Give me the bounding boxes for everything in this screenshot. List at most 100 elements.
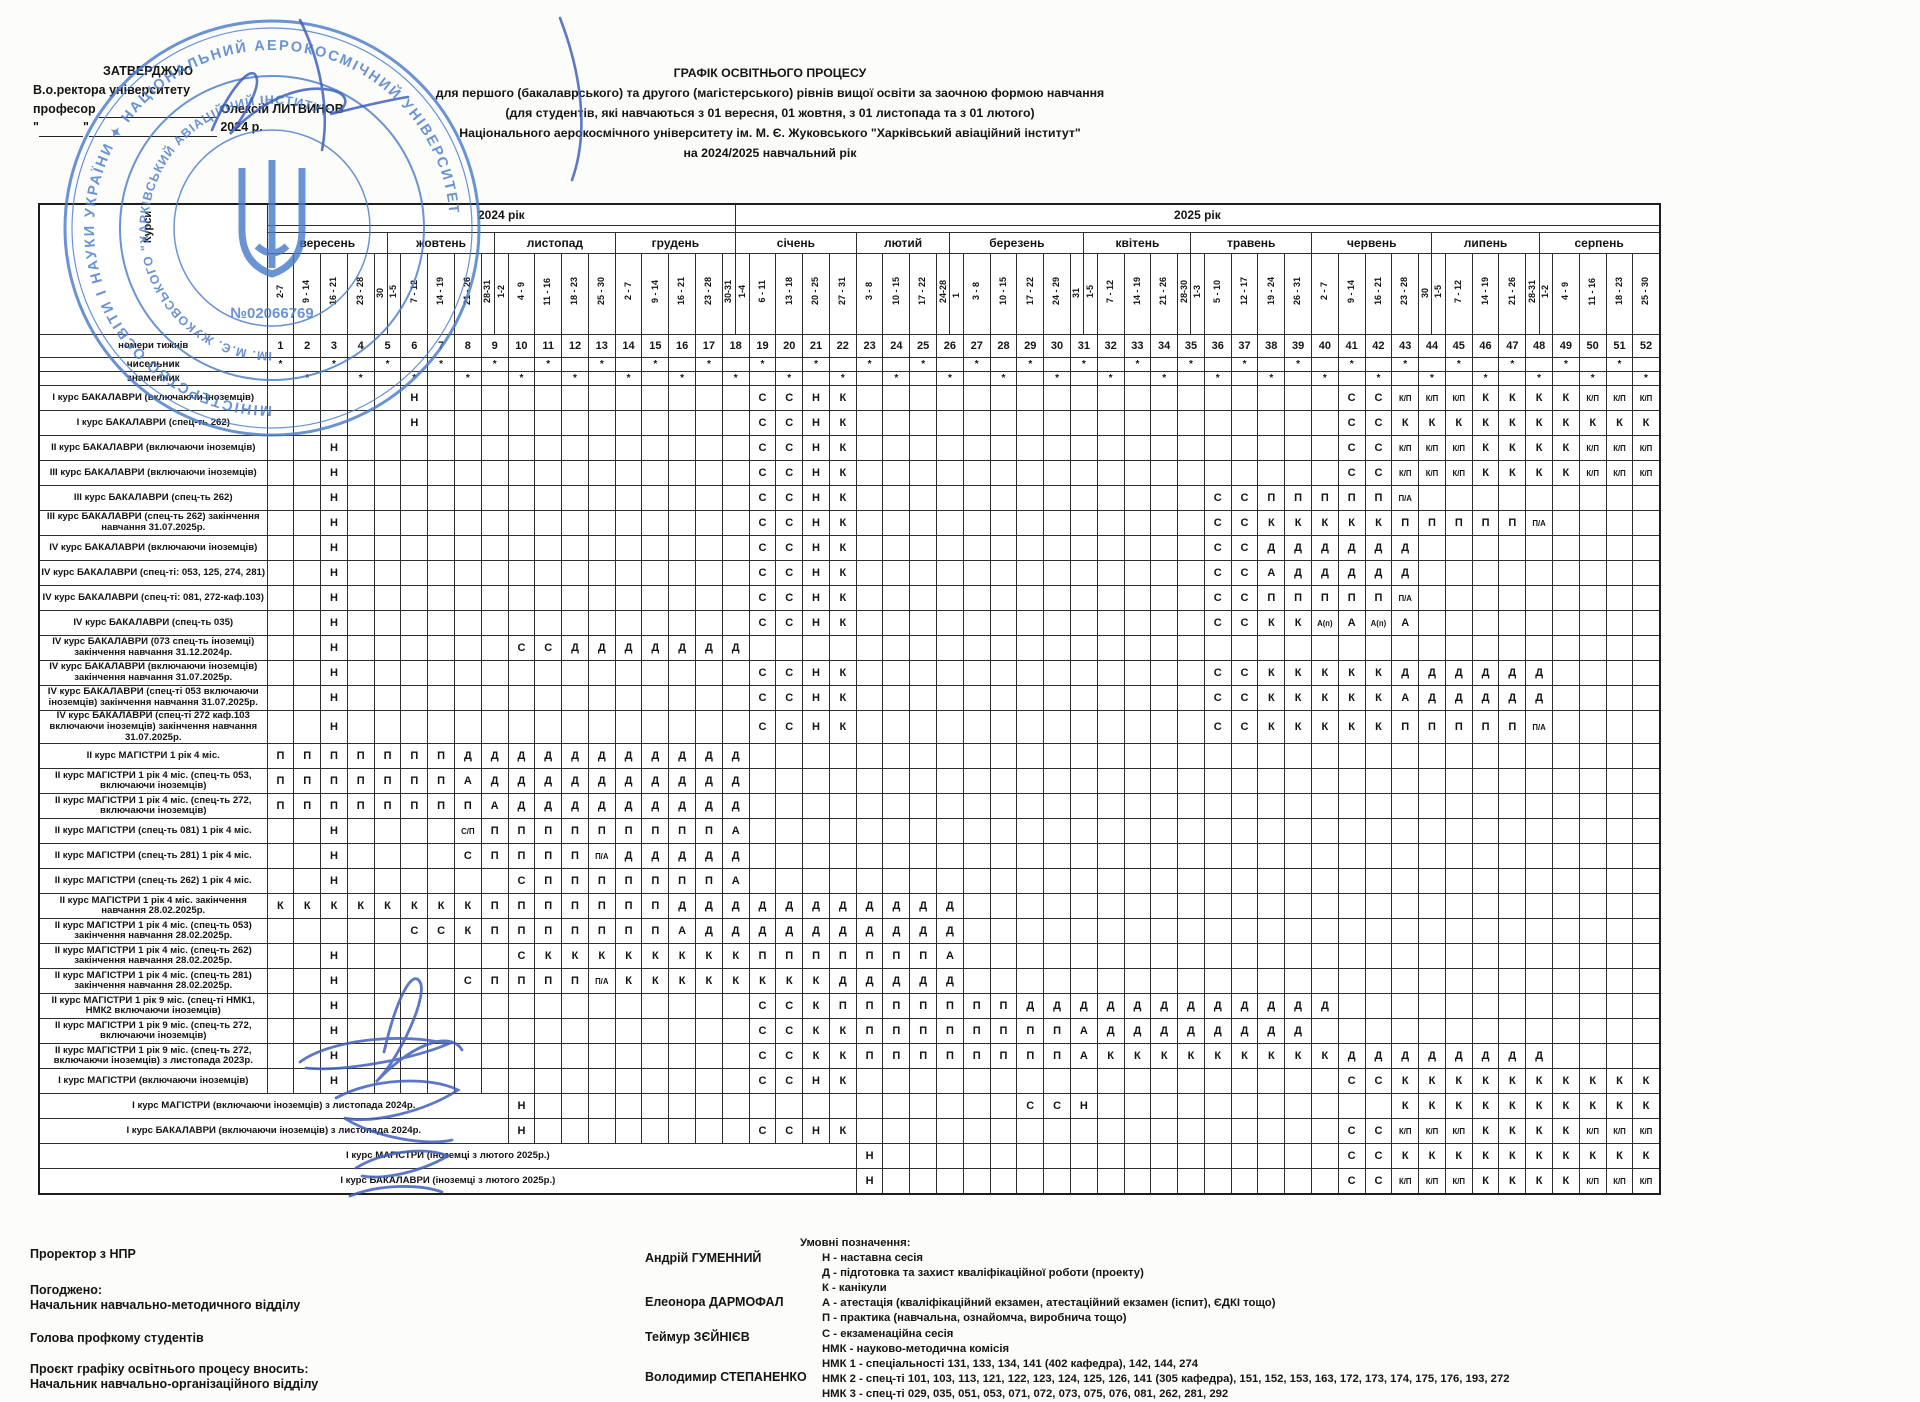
empty-cell — [828, 768, 857, 795]
empty-cell — [641, 1093, 670, 1120]
empty-cell — [1498, 793, 1527, 820]
empty-cell — [668, 1093, 696, 1120]
empty-cell — [1177, 793, 1205, 820]
empty-cell — [936, 660, 964, 686]
empty-cell — [1471, 943, 1500, 970]
empty-cell — [400, 560, 429, 586]
week-cell: П — [936, 993, 964, 1020]
empty-cell — [1337, 918, 1366, 945]
empty-cell — [1069, 485, 1098, 511]
week-cell: К — [561, 943, 589, 970]
empty-cell — [1364, 635, 1393, 661]
week-cell: С — [1230, 660, 1259, 686]
empty-cell — [1498, 485, 1527, 511]
week-cell: К — [828, 660, 857, 686]
date-range-cell: 18 - 23 — [1605, 253, 1634, 335]
empty-cell — [1150, 635, 1179, 661]
week-cell: А — [668, 918, 696, 945]
empty-cell — [266, 1043, 295, 1070]
empty-cell — [373, 918, 402, 945]
empty-cell — [561, 385, 589, 411]
empty-cell — [1444, 893, 1473, 920]
week-cell: А — [480, 793, 509, 820]
empty-cell — [1230, 1068, 1259, 1095]
empty-cell — [962, 918, 991, 945]
table-row: ІІ курс МАГІСТРИ (спец-ть 281) 1 рік 4 м… — [38, 843, 1661, 870]
empty-cell — [1069, 1168, 1098, 1195]
empty-cell — [936, 1143, 964, 1170]
empty-cell — [1177, 868, 1205, 895]
empty-cell — [1552, 943, 1580, 970]
table-row: ІV курс БАКАЛАВРИ (спец-ті 272 каф.103 в… — [38, 709, 1661, 745]
week-cell: П — [480, 968, 509, 995]
empty-cell — [373, 660, 402, 686]
empty-cell — [1525, 918, 1553, 945]
denominator-label: знаменник — [38, 371, 268, 386]
table-row: ІІ курс МАГІСТРИ 1 рік 4 міс. (спец-ть 0… — [38, 768, 1661, 795]
empty-cell — [1552, 743, 1580, 770]
week-cell: С — [1337, 410, 1366, 436]
empty-cell — [1203, 743, 1232, 770]
empty-cell — [1364, 918, 1393, 945]
course-label: ІV курс БАКАЛАВРИ (включаючи іноземців) — [38, 535, 268, 561]
week-cell: Д — [1257, 535, 1286, 561]
date-range-cell: 1-5 — [1431, 253, 1446, 335]
year-cell: 2025 рік — [735, 203, 1661, 226]
empty-cell — [1043, 510, 1071, 536]
week-cell: П — [1444, 510, 1473, 536]
week-cell: П — [534, 843, 563, 870]
week-cell: Д — [480, 768, 509, 795]
week-cell: Д — [802, 893, 830, 920]
course-label: ІІ курс МАГІСТРИ 1 рік 4 міс. (спец-ть 2… — [38, 943, 268, 970]
empty-cell — [721, 1018, 750, 1045]
date-range-cell: 30 — [373, 253, 389, 335]
empty-cell — [882, 793, 911, 820]
empty-cell — [695, 993, 723, 1020]
empty-cell — [1043, 918, 1071, 945]
empty-cell — [668, 1068, 696, 1095]
empty-cell — [695, 685, 723, 711]
empty-cell — [1284, 793, 1312, 820]
empty-cell — [1150, 968, 1179, 995]
empty-cell — [962, 768, 991, 795]
week-cell: К — [748, 968, 777, 995]
empty-cell — [1230, 1168, 1259, 1195]
week-cell: А — [936, 943, 964, 970]
empty-cell — [1310, 818, 1339, 845]
empty-cell — [721, 660, 750, 686]
week-cell: П — [1043, 1043, 1071, 1070]
empty-cell — [346, 485, 375, 511]
week-cell: К/П — [1391, 1118, 1420, 1145]
week-cell: Д — [1150, 993, 1179, 1020]
empty-cell — [561, 1043, 589, 1070]
week-cell: К — [668, 943, 696, 970]
week-cell: Д — [1310, 993, 1339, 1020]
week-cell: С — [1230, 560, 1259, 586]
date-range-cell: 31 — [1069, 253, 1085, 335]
week-cell: К — [1257, 1043, 1286, 1070]
empty-cell — [1605, 768, 1634, 795]
empty-cell — [1096, 793, 1125, 820]
empty-cell — [293, 410, 322, 436]
empty-cell — [1203, 460, 1232, 486]
week-number: 18 — [721, 334, 750, 358]
empty-cell — [346, 868, 375, 895]
week-cell: Д — [695, 843, 723, 870]
empty-cell — [534, 535, 563, 561]
empty-cell — [1123, 1143, 1152, 1170]
empty-cell — [1096, 743, 1125, 770]
empty-cell — [936, 768, 964, 795]
week-cell: К — [721, 968, 750, 995]
week-cell: К — [1444, 1143, 1473, 1170]
empty-cell — [855, 685, 884, 711]
empty-cell — [1578, 943, 1607, 970]
table-row: ІІ курс МАГІСТРИ 1 рік 4 міс. П П П П П П П Д Д Д Д… — [38, 743, 1661, 770]
empty-cell — [427, 943, 455, 970]
week-cell: Д — [748, 893, 777, 920]
empty-cell — [695, 610, 723, 636]
empty-cell — [909, 768, 938, 795]
course-label: ІV курс БАКАЛАВРИ (спец-ті 272 каф.103 в… — [38, 709, 268, 745]
empty-cell — [1498, 635, 1527, 661]
empty-cell — [1150, 510, 1179, 536]
empty-cell — [668, 460, 696, 486]
